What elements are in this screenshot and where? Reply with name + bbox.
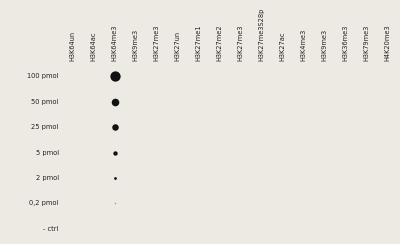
Text: H3K36me3: H3K36me3 bbox=[342, 25, 348, 61]
Point bbox=[111, 125, 118, 129]
Text: H3K64ac: H3K64ac bbox=[90, 32, 96, 61]
Text: H4K20me3: H4K20me3 bbox=[384, 25, 390, 61]
Point bbox=[111, 151, 118, 154]
Text: H3K27me3: H3K27me3 bbox=[154, 25, 160, 61]
Text: H3K4me3: H3K4me3 bbox=[300, 29, 306, 61]
Text: 5 pmol: 5 pmol bbox=[36, 150, 59, 155]
Point bbox=[111, 176, 118, 180]
Text: H3K9me3: H3K9me3 bbox=[132, 29, 138, 61]
Text: H3K27me3: H3K27me3 bbox=[238, 25, 244, 61]
Text: 100 pmol: 100 pmol bbox=[27, 73, 59, 79]
Text: H3K27me3S28p: H3K27me3S28p bbox=[258, 8, 264, 61]
Text: H3K27me2: H3K27me2 bbox=[216, 25, 222, 61]
Text: 50 pmol: 50 pmol bbox=[32, 99, 59, 105]
Text: - ctrl: - ctrl bbox=[44, 226, 59, 232]
Text: 2 pmol: 2 pmol bbox=[36, 175, 59, 181]
Point bbox=[111, 74, 118, 78]
Point bbox=[111, 100, 118, 103]
Text: 0,2 pmol: 0,2 pmol bbox=[30, 200, 59, 206]
Point bbox=[111, 202, 118, 205]
Text: H3K9me3: H3K9me3 bbox=[322, 29, 328, 61]
Text: H3K27ac: H3K27ac bbox=[280, 32, 286, 61]
Text: 25 pmol: 25 pmol bbox=[32, 124, 59, 130]
Text: H3K64me3: H3K64me3 bbox=[112, 25, 118, 61]
Text: H3K64un: H3K64un bbox=[70, 31, 76, 61]
Text: H3K27un: H3K27un bbox=[174, 31, 180, 61]
Text: H3K79me3: H3K79me3 bbox=[364, 25, 370, 61]
Text: H3K27me1: H3K27me1 bbox=[196, 25, 202, 61]
